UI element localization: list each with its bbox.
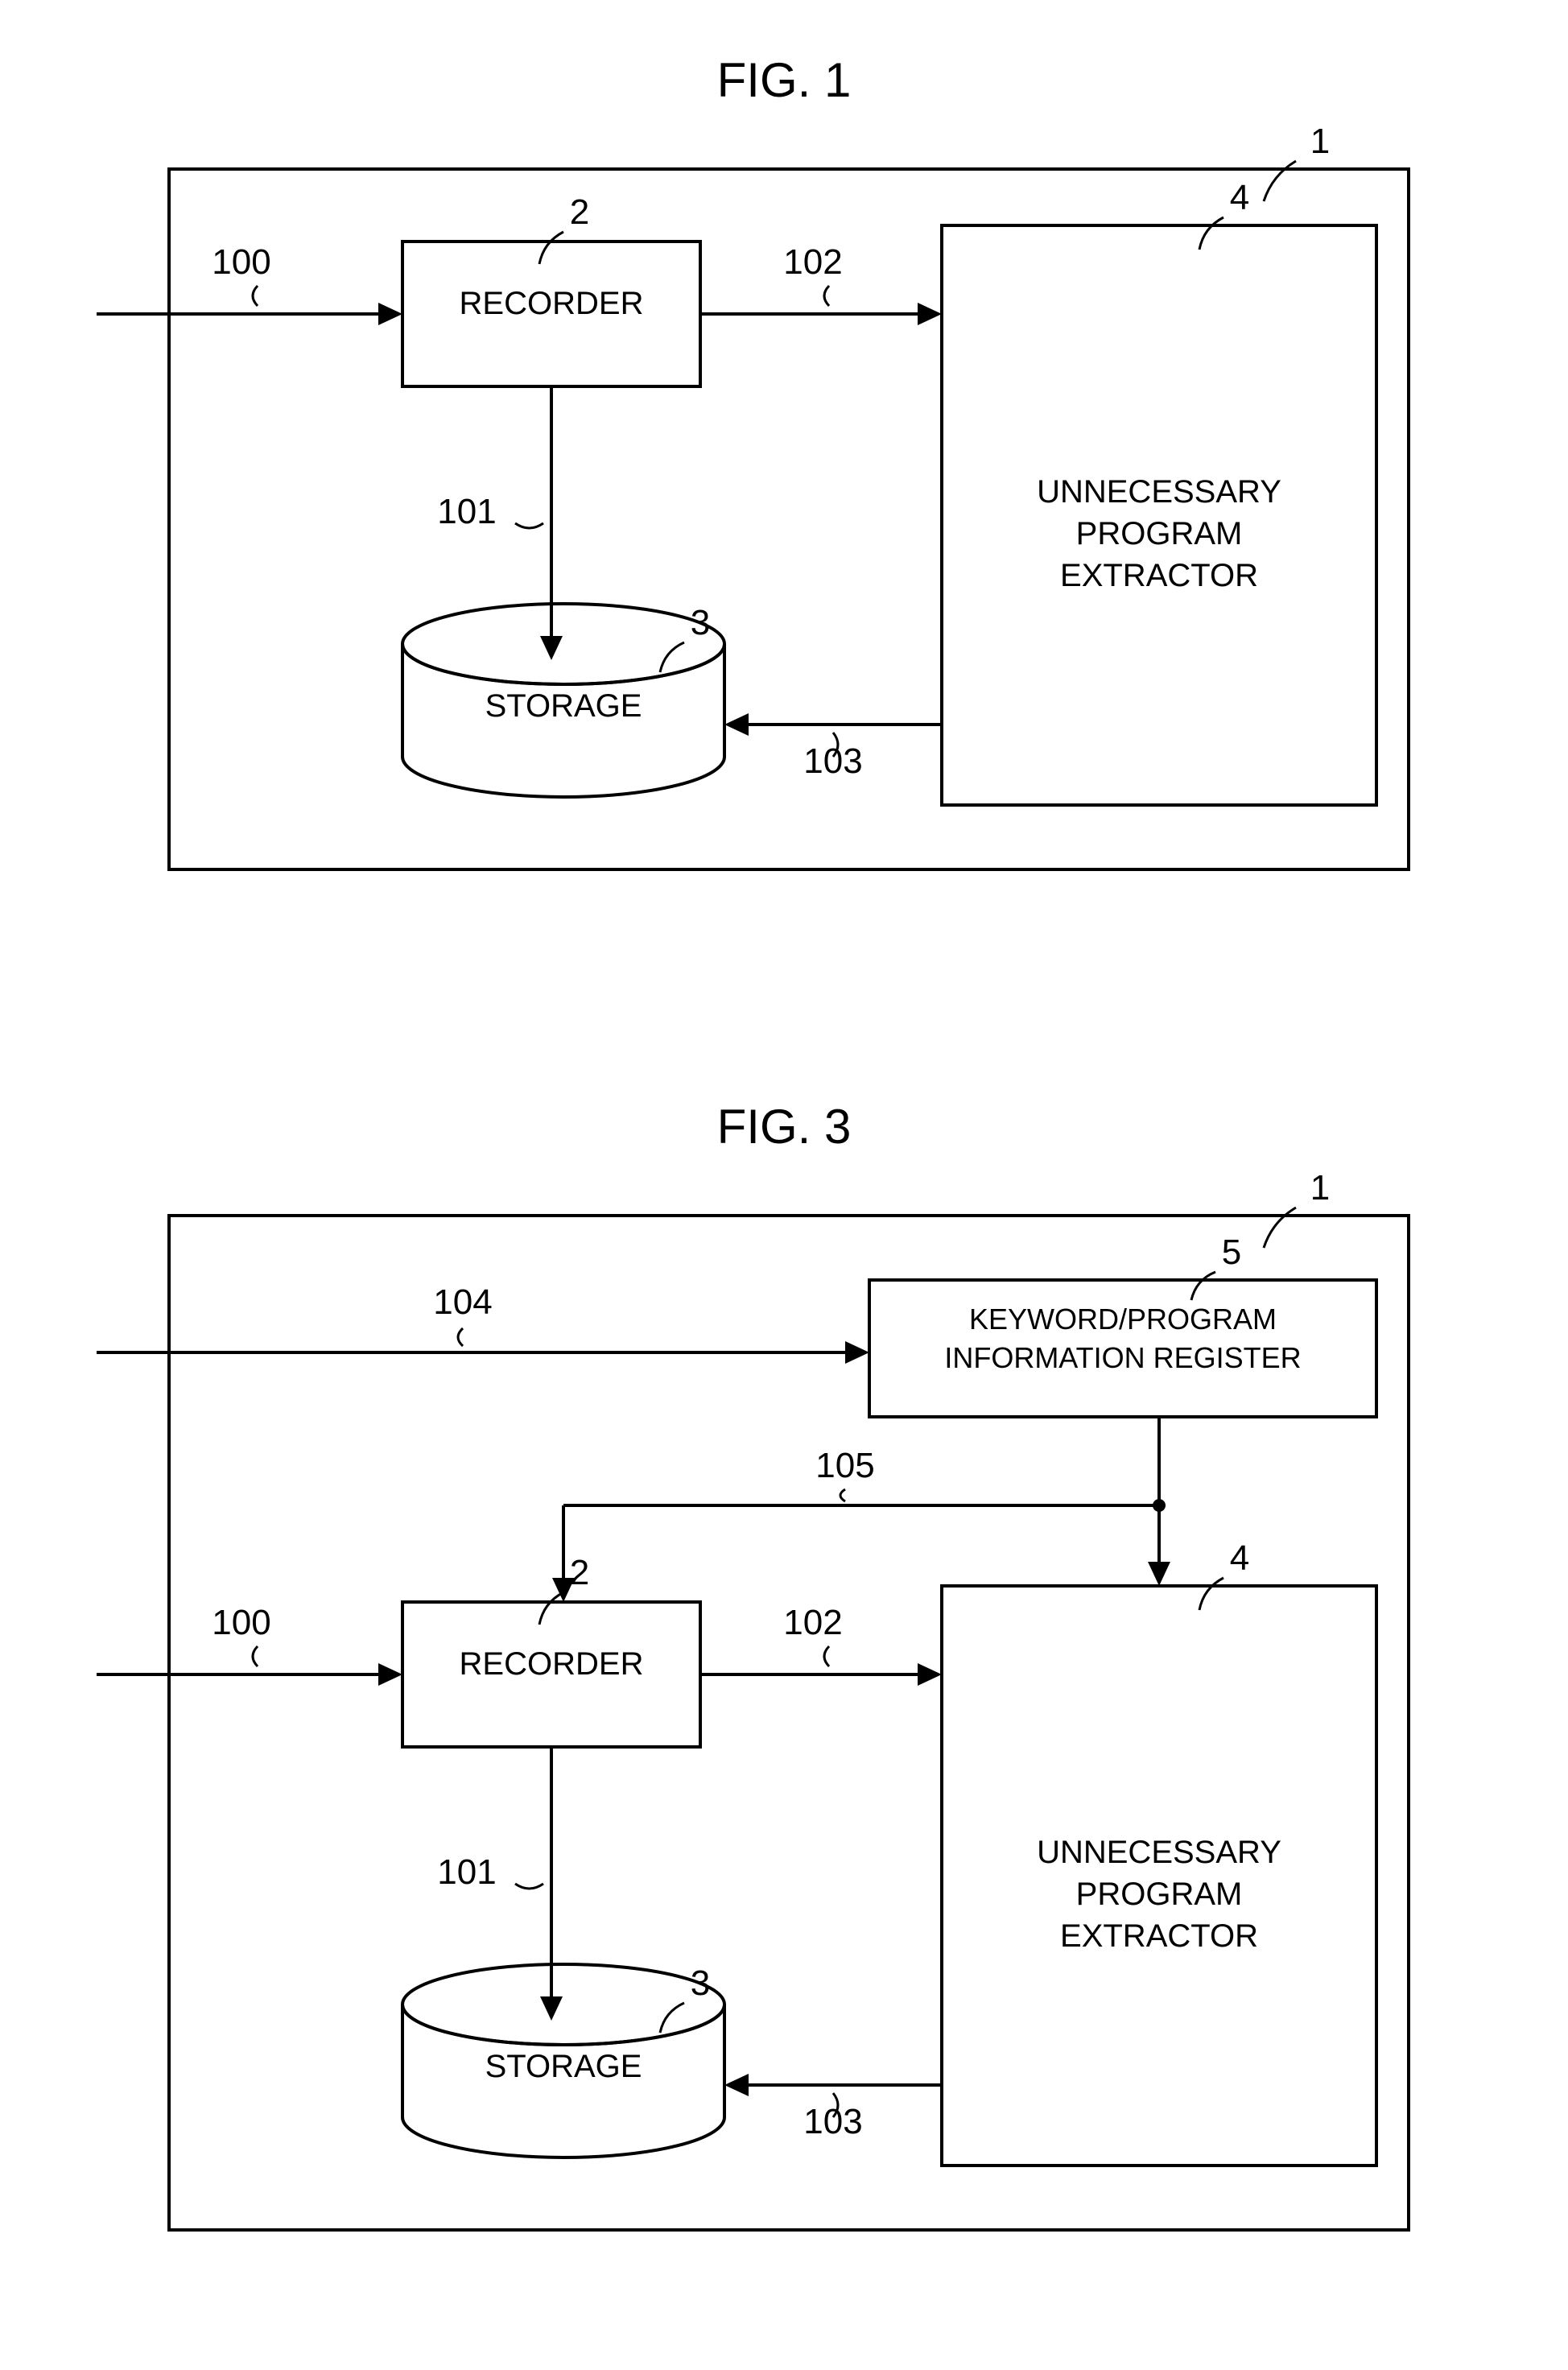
fig3-extractor-num-lead bbox=[1199, 1578, 1223, 1610]
fig3-recorder-label: RECORDER bbox=[460, 1646, 644, 1682]
fig3-lead-100 bbox=[253, 1646, 258, 1666]
fig1-extractor-box bbox=[942, 225, 1376, 805]
fig1-outer-num-lead bbox=[1264, 161, 1296, 201]
fig3-extractor-label: EXTRACTOR bbox=[1060, 1918, 1258, 1954]
fig3-extractor-label: UNNECESSARY bbox=[1037, 1835, 1281, 1870]
fig3-outer-num: 1 bbox=[1310, 1168, 1330, 1208]
fig3-arrow-104-head bbox=[845, 1341, 869, 1364]
fig1-recorder-num-lead bbox=[539, 232, 563, 264]
fig1-recorder-label: RECORDER bbox=[460, 286, 644, 321]
fig3-storage-num: 3 bbox=[691, 1963, 710, 2003]
fig3-num-105: 105 bbox=[815, 1446, 874, 1485]
fig1-num-103: 103 bbox=[803, 741, 862, 781]
fig3-register-num: 5 bbox=[1222, 1232, 1241, 1272]
fig3-register-label: KEYWORD/PROGRAM bbox=[969, 1303, 1277, 1336]
fig3-recorder-num-lead bbox=[539, 1592, 563, 1625]
fig1-outer-num: 1 bbox=[1310, 122, 1330, 161]
fig1-extractor-label: EXTRACTOR bbox=[1060, 558, 1258, 593]
fig1-extractor-num-lead bbox=[1199, 217, 1223, 250]
fig3-recorder-num: 2 bbox=[570, 1553, 589, 1592]
fig1-lead-101 bbox=[515, 523, 543, 528]
fig3-lead-104 bbox=[458, 1328, 463, 1346]
fig1-arrow-102-head bbox=[918, 303, 942, 325]
fig3-num-100: 100 bbox=[212, 1603, 270, 1642]
fig3-outer-num-lead bbox=[1264, 1208, 1296, 1248]
fig3-register-num-lead bbox=[1191, 1272, 1215, 1300]
fig1-storage-label: STORAGE bbox=[485, 688, 642, 724]
fig1-lead-102 bbox=[824, 286, 829, 306]
fig1-arrow-103-head bbox=[724, 713, 749, 736]
fig1-storage-cyl-top bbox=[402, 604, 724, 684]
fig3-arrow-102-head bbox=[918, 1663, 942, 1686]
fig3-extractor-label: PROGRAM bbox=[1076, 1877, 1243, 1912]
fig1-num-102: 102 bbox=[783, 242, 842, 282]
fig1-num-101: 101 bbox=[437, 492, 496, 531]
fig3-num-104: 104 bbox=[433, 1282, 492, 1322]
fig1-extractor-label: UNNECESSARY bbox=[1037, 474, 1281, 510]
fig3-storage-num-lead bbox=[660, 2003, 684, 2033]
fig3-lead-101 bbox=[515, 1884, 543, 1889]
fig3-num-101: 101 bbox=[437, 1852, 496, 1892]
fig3-title: FIG. 3 bbox=[717, 1100, 852, 1154]
fig3-arrow-100-head bbox=[378, 1663, 402, 1686]
fig3-lead-105 bbox=[840, 1489, 845, 1501]
fig3-arrow-101-head bbox=[540, 1996, 563, 2021]
fig3-extractor-num: 4 bbox=[1230, 1538, 1249, 1578]
fig1-arrow-100-head bbox=[378, 303, 402, 325]
fig1-lead-100 bbox=[253, 286, 258, 306]
fig1-arrow-101-head bbox=[540, 636, 563, 660]
fig1-storage-num-lead bbox=[660, 642, 684, 672]
fig3-arrow-103-head bbox=[724, 2074, 749, 2096]
fig3-num-103: 103 bbox=[803, 2102, 862, 2141]
fig1-extractor-num: 4 bbox=[1230, 178, 1249, 217]
fig3-arrow-105-down-head bbox=[1148, 1562, 1170, 1586]
fig3-register-label: INFORMATION REGISTER bbox=[944, 1341, 1301, 1374]
fig1-extractor-label: PROGRAM bbox=[1076, 516, 1243, 551]
fig1-storage-num: 3 bbox=[691, 603, 710, 642]
fig3-storage-cyl-top bbox=[402, 1964, 724, 2045]
fig3-num-102: 102 bbox=[783, 1603, 842, 1642]
fig3-storage-label: STORAGE bbox=[485, 2049, 642, 2084]
fig1-num-100: 100 bbox=[212, 242, 270, 282]
fig3-extractor-box bbox=[942, 1586, 1376, 2166]
fig1-recorder-num: 2 bbox=[570, 192, 589, 232]
fig3-lead-102 bbox=[824, 1646, 829, 1666]
fig1-title: FIG. 1 bbox=[717, 53, 852, 107]
